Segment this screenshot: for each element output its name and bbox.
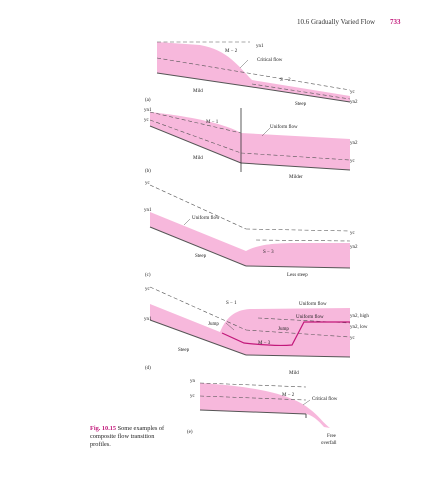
label-c-s3: S − 3 <box>263 250 274 255</box>
label-c-yn1: yn1 <box>144 208 152 213</box>
label-c-yn2: yn2 <box>350 245 358 250</box>
water-surface-c <box>150 212 350 268</box>
label-c-less-steep: Less steep <box>287 273 308 278</box>
panel-label-a: (a) <box>145 98 151 103</box>
channel-bed-c-less-steep <box>245 265 351 269</box>
panel-label-b: (b) <box>145 169 151 174</box>
pointer-e-critical <box>302 399 311 406</box>
label-b-m1: M − 1 <box>206 120 219 125</box>
label-a-mild: Mild <box>193 89 203 94</box>
label-a-steep: Steep <box>295 102 307 107</box>
critical-depth-line-c2 <box>245 228 351 232</box>
channel-bed-c-steep <box>149 226 247 267</box>
critical-depth-line-e <box>199 395 307 401</box>
label-a-yc: yc <box>350 90 356 95</box>
pointer-b-uniform <box>261 127 271 137</box>
label-d-yn2-high: yn2, high <box>350 314 369 319</box>
label-d-steep: Steep <box>178 348 190 353</box>
figure-caption: Fig. 10.15 Some examples of composite fl… <box>90 425 170 450</box>
water-surface-d <box>150 304 350 357</box>
label-d-yn1: yn1 <box>144 317 152 322</box>
label-b-yc2: yc <box>350 159 356 164</box>
panel-d: yc S − 1 Uniform flow yn1 Uniform flow y… <box>144 286 369 376</box>
normal-depth-line-c <box>255 239 351 242</box>
normal-depth-line-d-low <box>257 317 351 324</box>
label-c-uniform: Uniform flow <box>192 216 220 221</box>
channel-bed-e <box>199 409 307 415</box>
panel-e: yn yc M − 2 Critical flow Free overfall … <box>187 379 338 446</box>
label-a-m2: M − 2 <box>225 49 238 54</box>
normal-depth-line-b <box>149 111 242 134</box>
channel-bed-d-mild <box>245 354 351 358</box>
panel-label-c: (c) <box>145 273 151 278</box>
caption-number: Fig. 10.15 <box>90 425 117 432</box>
label-a-s2: S − 2 <box>280 78 291 83</box>
label-d-yn2-low: yn2, low <box>350 325 368 330</box>
label-c-steep: Steep <box>195 254 207 259</box>
label-d-yc2: yc <box>350 336 356 341</box>
channel-bed-d-steep <box>149 319 247 356</box>
label-a-critical: Critical flow <box>257 58 283 63</box>
label-b-yc: yc <box>144 118 150 123</box>
label-d-jump-left: Jump <box>208 322 219 327</box>
label-d-mild: Mild <box>289 371 299 376</box>
label-d-uniform-low: Uniform flow <box>296 315 324 320</box>
pointer-c-uniform <box>183 218 191 226</box>
label-c-yc2: yc <box>350 231 356 236</box>
m3-profile-line-d <box>221 321 350 346</box>
label-d-s1: S − 1 <box>226 301 237 306</box>
label-a-yn1: yn1 <box>256 44 264 49</box>
normal-depth-line-a2 <box>251 83 351 100</box>
label-e-free: Free <box>327 434 337 439</box>
panel-a: yn1 M − 2 Critical flow S − 2 Mild yc yn… <box>145 41 358 107</box>
critical-depth-line-a <box>156 57 351 91</box>
pointer-d-jump <box>225 322 235 331</box>
label-d-m3: M − 3 <box>258 341 271 346</box>
panel-label-e: (e) <box>187 430 193 435</box>
page-number: 733 <box>390 18 401 26</box>
label-b-yn2: yn2 <box>350 141 358 146</box>
label-a-yn2: yn2 <box>350 100 358 105</box>
normal-depth-line-e <box>199 382 307 388</box>
label-e-overfall: overfall <box>321 441 337 446</box>
water-surface-b <box>150 112 350 170</box>
critical-depth-line-b2 <box>240 152 351 161</box>
running-header-title: 10.6 Gradually Varied Flow <box>297 18 376 26</box>
label-e-m2: M − 2 <box>282 393 295 398</box>
critical-depth-line-d <box>149 286 247 331</box>
water-surface-e <box>200 383 330 428</box>
label-e-yc: yc <box>190 394 196 399</box>
panel-c: yc yn1 Uniform flow yc yn2 S − 3 Steep L… <box>144 181 358 278</box>
label-b-mild: Mild <box>193 156 203 161</box>
channel-bed-b-mild <box>149 125 242 164</box>
label-e-yn: yn <box>190 379 196 384</box>
pointer-a-critical <box>239 59 249 69</box>
water-surface-a <box>157 42 350 102</box>
channel-bed-a-steep <box>251 86 351 103</box>
label-d-yc: yc <box>145 287 151 292</box>
caption-text: Some examples of composite flow transiti… <box>90 425 165 449</box>
label-e-critical: Critical flow <box>312 397 338 402</box>
label-b-milder: Milder <box>289 175 303 180</box>
label-d-jump-right: Jump <box>278 327 289 332</box>
label-c-yc: yc <box>145 181 151 186</box>
label-b-yn1: yn1 <box>144 108 152 113</box>
channel-bed-a-mild <box>156 72 253 88</box>
critical-depth-line-b <box>149 119 242 154</box>
panel-b: yn1 yc M − 1 Uniform flow yn2 yc Mild Mi… <box>144 108 358 180</box>
label-d-uniform-top: Uniform flow <box>299 302 327 307</box>
channel-bed-b-milder <box>240 162 351 171</box>
label-b-uniform: Uniform flow <box>270 125 298 130</box>
critical-depth-line-c <box>149 184 247 230</box>
panel-label-d: (d) <box>145 366 151 371</box>
